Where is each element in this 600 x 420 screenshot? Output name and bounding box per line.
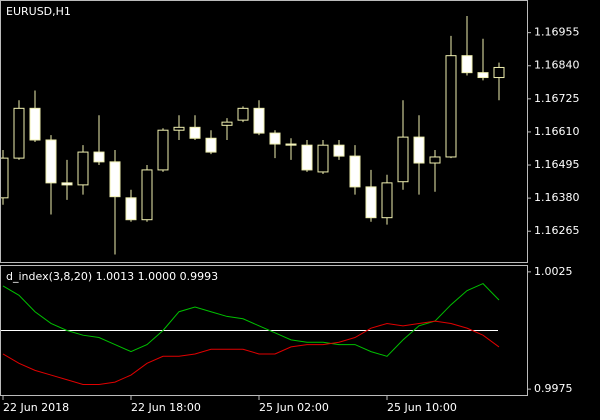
chart-title: EURUSD,H1 <box>6 5 71 18</box>
plot-area <box>1 282 500 385</box>
y-tick-label: 1.16840 <box>534 59 580 72</box>
candle-body <box>221 121 233 126</box>
y-tick-label: 1.16495 <box>534 158 580 171</box>
candle-body <box>237 107 249 121</box>
y-tick-label: 1.16610 <box>534 125 580 138</box>
candle-body <box>429 156 441 164</box>
x-tick-label: 25 Jun 02:00 <box>259 401 329 414</box>
x-tick-label: 22 Jun 2018 <box>3 401 69 414</box>
y-tick-label: 1.0025 <box>534 265 573 278</box>
candle-body <box>125 197 137 221</box>
y-tick-label: 1.16380 <box>534 191 580 204</box>
indicator-title: d_index(3,8,20) 1.0013 1.0000 0.9993 <box>6 270 218 283</box>
candle-body <box>189 126 201 139</box>
y-tick-label: 1.16955 <box>534 26 580 39</box>
y-tick-label: 1.16725 <box>534 92 580 105</box>
candle-body <box>493 66 505 79</box>
plot-area <box>1 15 505 255</box>
candle-body <box>333 144 345 157</box>
candle-body <box>381 182 393 219</box>
x-tick-label: 25 Jun 10:00 <box>387 401 457 414</box>
candle-body <box>61 182 73 186</box>
candle-body <box>317 144 329 173</box>
candle-body <box>413 136 425 164</box>
candle-body <box>205 137 217 153</box>
candle-body <box>13 107 25 159</box>
y-tick-label: 0.9975 <box>534 382 573 395</box>
indicator-line <box>2 320 500 385</box>
candle-body <box>109 161 121 198</box>
candle-body <box>285 143 297 146</box>
candle-body <box>157 129 169 171</box>
indicator-panel <box>0 265 528 396</box>
candle-body <box>461 55 473 74</box>
candle-body <box>397 136 409 183</box>
candle-body <box>141 169 153 221</box>
candle-body <box>93 151 105 163</box>
candle-body <box>301 144 313 171</box>
candle-body <box>445 55 457 158</box>
candle-body <box>77 151 89 186</box>
indicator-line <box>2 282 500 357</box>
candle-body <box>349 155 361 188</box>
candle-body <box>1 157 9 199</box>
candle-body <box>477 72 489 79</box>
candle-body <box>29 107 41 141</box>
candle-body <box>173 126 185 131</box>
candle-body <box>253 107 265 134</box>
candle-body <box>365 186 377 219</box>
candle-body <box>269 132 281 145</box>
y-tick-label: 1.16265 <box>534 224 580 237</box>
x-tick-label: 22 Jun 18:00 <box>131 401 201 414</box>
candle-body <box>45 139 57 184</box>
